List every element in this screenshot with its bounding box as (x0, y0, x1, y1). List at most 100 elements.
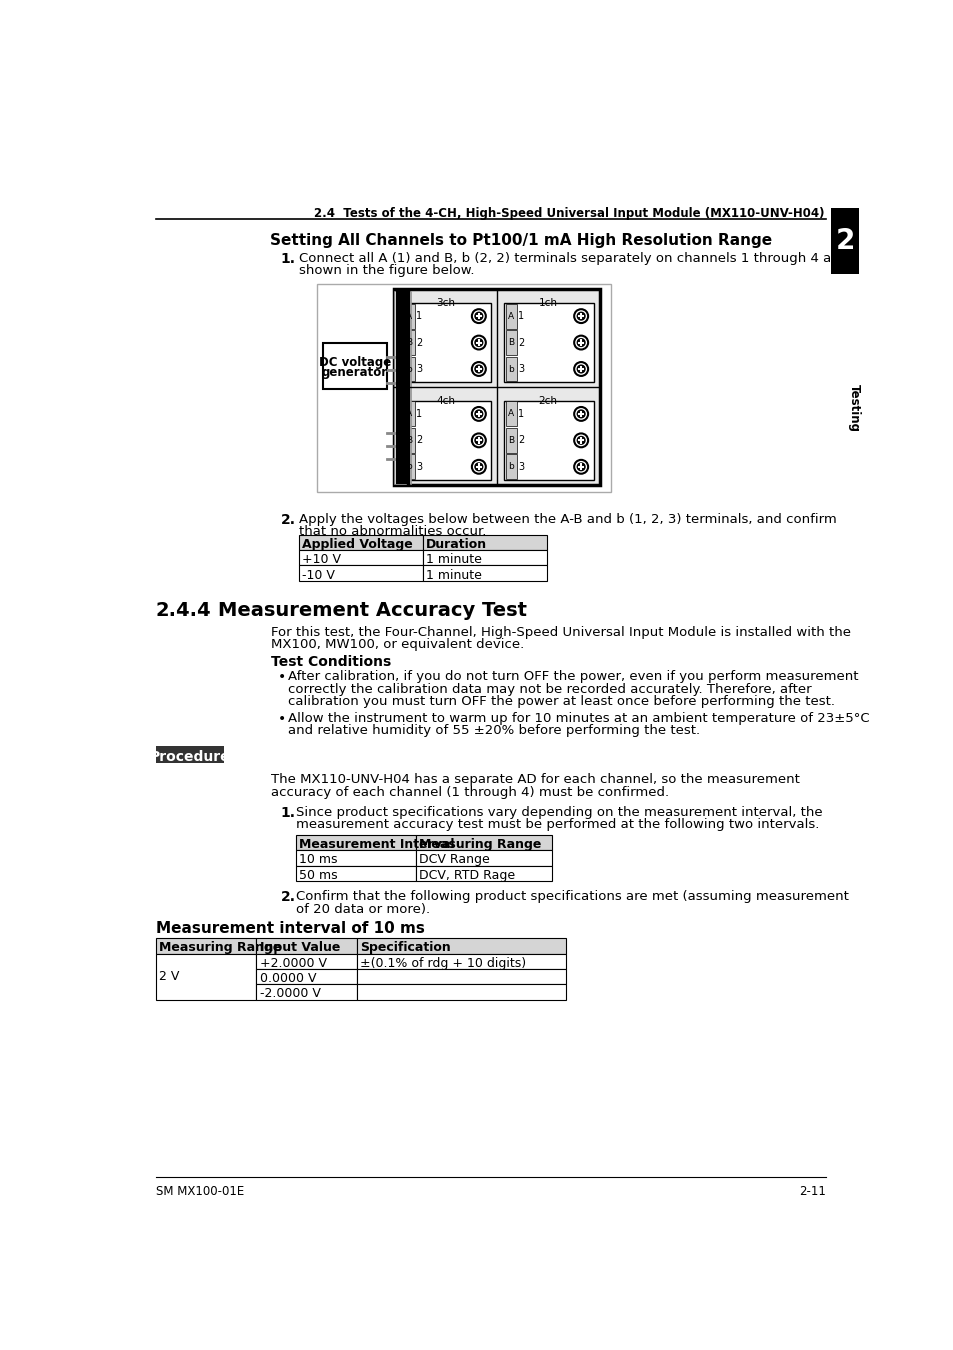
Bar (403, 356, 415, 382)
Bar (295, 865, 416, 882)
Text: SM MX100-01E: SM MX100-01E (155, 1184, 244, 1197)
Text: 1 minute: 1 minute (426, 554, 481, 566)
Circle shape (577, 339, 584, 347)
Bar (403, 304, 415, 328)
Bar (402, 302, 491, 382)
Text: 2: 2 (835, 227, 854, 255)
Circle shape (475, 436, 482, 444)
Bar (505, 455, 517, 479)
Bar (298, 535, 422, 549)
Text: Test Conditions: Test Conditions (271, 655, 391, 668)
Text: 3ch: 3ch (436, 298, 455, 308)
Text: After calibration, if you do not turn OFF the power, even if you perform measure: After calibration, if you do not turn OF… (288, 670, 858, 683)
Circle shape (475, 339, 482, 347)
Circle shape (475, 364, 482, 373)
Text: 1: 1 (416, 310, 422, 321)
Text: B: B (406, 436, 412, 446)
Bar (356, 969, 566, 984)
Text: 1.: 1. (280, 806, 295, 819)
Text: b: b (406, 364, 412, 374)
Text: For this test, the Four-Channel, High-Speed Universal Input Module is installed : For this test, the Four-Channel, High-Sp… (271, 625, 850, 639)
Text: 2: 2 (517, 338, 524, 347)
Bar (356, 938, 566, 953)
Text: Setting All Channels to Pt100/1 mA High Resolution Range: Setting All Channels to Pt100/1 mA High … (270, 232, 772, 248)
Text: Confirm that the following product specifications are met (assuming measurement: Confirm that the following product speci… (295, 891, 848, 903)
Text: 1: 1 (517, 409, 524, 418)
Bar (403, 455, 415, 479)
Text: correctly the calibration data may not be recorded accurately. Therefore, after: correctly the calibration data may not b… (288, 683, 811, 695)
Circle shape (577, 312, 584, 320)
Text: Specification: Specification (360, 941, 451, 954)
Bar (298, 549, 422, 566)
Bar (416, 865, 551, 882)
Text: Apply the voltages below between the A-B and b (1, 2, 3) terminals, and confirm: Apply the voltages below between the A-B… (298, 513, 836, 526)
Text: 0.0000 V: 0.0000 V (259, 972, 315, 986)
Text: 3: 3 (416, 462, 422, 471)
Text: generator: generator (321, 366, 388, 379)
Text: The MX110-UNV-H04 has a separate AD for each channel, so the measurement: The MX110-UNV-H04 has a separate AD for … (271, 774, 800, 787)
Text: 2.: 2. (280, 891, 295, 904)
Text: DCV, RTD Rage: DCV, RTD Rage (418, 869, 515, 882)
Text: Measuring Range: Measuring Range (418, 838, 541, 850)
Text: Procedure: Procedure (150, 749, 230, 764)
Text: A: A (508, 312, 514, 321)
Circle shape (577, 364, 584, 373)
Text: 1ch: 1ch (537, 298, 557, 308)
Text: calibration you must turn OFF the power at least once before performing the test: calibration you must turn OFF the power … (288, 695, 834, 707)
Bar (831, 208, 858, 274)
Text: A: A (508, 409, 514, 418)
Text: 2: 2 (416, 338, 422, 347)
Bar (403, 331, 415, 355)
Bar (402, 401, 491, 481)
Text: DC voltage: DC voltage (318, 355, 391, 369)
Text: b: b (508, 364, 514, 374)
Text: 3: 3 (416, 364, 422, 374)
Bar (356, 953, 566, 969)
Text: -2.0000 V: -2.0000 V (259, 987, 320, 1000)
Circle shape (577, 436, 584, 444)
Bar (403, 428, 415, 452)
Bar (395, 290, 407, 483)
Text: 2ch: 2ch (537, 396, 557, 406)
Bar (323, 343, 386, 389)
Bar (155, 745, 224, 763)
Bar (504, 401, 593, 481)
Text: 2.4  Tests of the 4-CH, High-Speed Universal Input Module (MX110-UNV-H04): 2.4 Tests of the 4-CH, High-Speed Univer… (314, 207, 823, 220)
Bar (422, 535, 546, 549)
Circle shape (577, 410, 584, 417)
Bar (505, 401, 517, 427)
Text: and relative humidity of 55 ±20% before performing the test.: and relative humidity of 55 ±20% before … (288, 724, 700, 737)
Circle shape (577, 463, 584, 471)
Text: B: B (508, 436, 514, 446)
Text: B: B (406, 338, 412, 347)
Text: of 20 data or more).: of 20 data or more). (295, 903, 430, 915)
Text: Measurement Accuracy Test: Measurement Accuracy Test (218, 601, 527, 620)
Bar (422, 566, 546, 580)
Text: 2.4.4: 2.4.4 (155, 601, 211, 620)
Text: A: A (406, 312, 412, 321)
Bar (256, 969, 356, 984)
Text: Duration: Duration (426, 537, 487, 551)
Bar (155, 938, 256, 953)
Text: that no abnormalities occur.: that no abnormalities occur. (298, 525, 486, 539)
Text: DCV Range: DCV Range (418, 853, 490, 867)
Text: +10 V: +10 V (302, 554, 341, 566)
Bar (422, 549, 546, 566)
Bar (155, 953, 256, 1000)
Text: 2: 2 (416, 435, 422, 446)
Bar (505, 428, 517, 452)
Text: Applied Voltage: Applied Voltage (302, 537, 413, 551)
Bar (356, 984, 566, 1000)
Text: b: b (508, 462, 514, 471)
Bar (316, 284, 611, 491)
Text: B: B (508, 338, 514, 347)
Text: accuracy of each channel (1 through 4) must be confirmed.: accuracy of each channel (1 through 4) m… (271, 786, 669, 799)
Bar (416, 850, 551, 865)
Circle shape (475, 463, 482, 471)
Text: A: A (406, 409, 412, 418)
Text: 2-11: 2-11 (799, 1184, 825, 1197)
Text: Testing: Testing (846, 385, 860, 432)
Bar (504, 302, 593, 382)
Bar (416, 836, 551, 850)
Bar (505, 331, 517, 355)
